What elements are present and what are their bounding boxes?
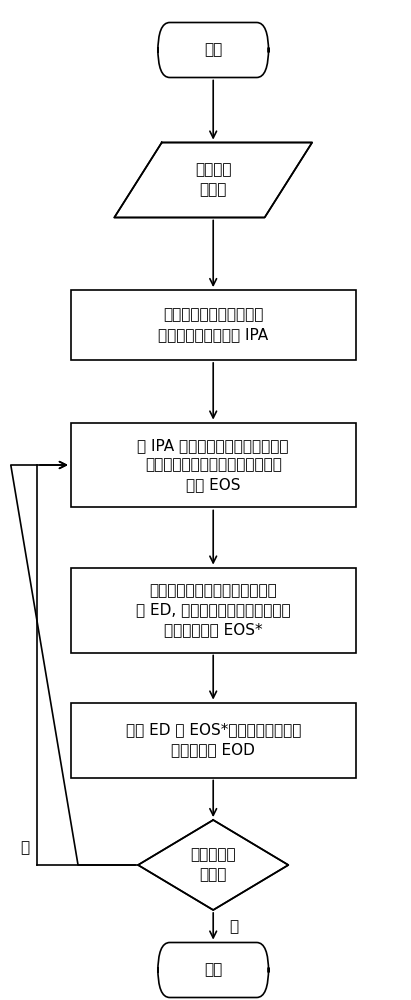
FancyBboxPatch shape: [71, 567, 356, 652]
FancyBboxPatch shape: [71, 290, 356, 360]
Text: 选取任意边，计算该边的
不可区分的像素区域 IPA: 选取任意边，计算该边的 不可区分的像素区域 IPA: [158, 308, 268, 342]
Text: 动态网络
数据集: 动态网络 数据集: [195, 163, 231, 197]
Text: 否: 否: [20, 840, 29, 855]
FancyBboxPatch shape: [158, 22, 268, 78]
Text: 在 IPA 范围内，将其他边与该边进
行比较，并将与该边交错的边加入
集合 EOS: 在 IPA 范围内，将其他边与该边进 行比较，并将与该边交错的边加入 集合 EO…: [137, 438, 289, 492]
FancyBboxPatch shape: [158, 942, 268, 998]
Text: 开始: 开始: [204, 42, 222, 57]
FancyBboxPatch shape: [71, 422, 356, 507]
Text: 是否遍历完
所有边: 是否遍历完 所有边: [190, 848, 236, 882]
Text: 是: 是: [229, 919, 238, 934]
Text: 利用边分解得到等距相邻节点集
合 ED, 利用集合并操作消除得到消
除重叠覆盖的 EOS*: 利用边分解得到等距相邻节点集 合 ED, 利用集合并操作消除得到消 除重叠覆盖的…: [136, 583, 291, 637]
Text: 结束: 结束: [204, 962, 222, 978]
Text: 利用 ED 和 EOS*计算该边的视觉混
杂程度指标 EOD: 利用 ED 和 EOS*计算该边的视觉混 杂程度指标 EOD: [125, 723, 301, 757]
FancyBboxPatch shape: [71, 702, 356, 778]
Polygon shape: [138, 820, 289, 910]
Polygon shape: [114, 143, 312, 218]
